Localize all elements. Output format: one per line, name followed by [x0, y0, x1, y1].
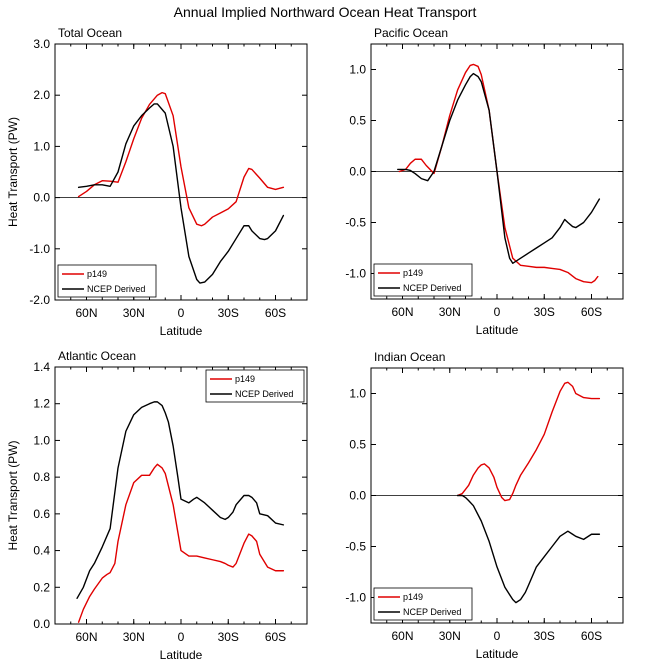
legend-box [373, 263, 473, 297]
panel-title: Indian Ocean [374, 350, 445, 364]
x-axis-label: Latitude [160, 648, 203, 662]
x-tick-label: 30N [123, 630, 145, 644]
legend-label: p149 [403, 268, 423, 278]
x-axis-label: Latitude [160, 324, 203, 338]
y-tick-label: 0.6 [33, 507, 50, 521]
x-tick-label: 60N [75, 306, 97, 320]
series-line-ncep-derived [397, 72, 601, 264]
x-tick-label: 30S [534, 629, 555, 643]
legend-box [205, 369, 305, 403]
series-line-p149 [456, 381, 601, 502]
x-axis-label: Latitude [476, 647, 519, 661]
legend-label: NCEP Derived [403, 283, 461, 293]
y-tick-label: 0.0 [349, 489, 366, 503]
chart-panels: Total Ocean 60N 30N 0 30S 60S -2.0 -1.0 0.0 1.0 2.… [6, 26, 624, 662]
x-tick-label: 0 [178, 630, 185, 644]
y-tick-label: 2.0 [33, 88, 50, 102]
series-line-p149 [77, 91, 285, 227]
y-tick-label: 0.2 [33, 580, 50, 594]
y-tick-label: 1.0 [33, 139, 50, 153]
y-tick-label: 0.0 [33, 617, 50, 631]
x-tick-label: 60S [581, 629, 602, 643]
series-line-ncep-derived [76, 401, 285, 599]
legend: p149 NCEP Derived [373, 263, 473, 297]
x-tick-label: 0 [494, 305, 501, 319]
series-line-p149 [77, 463, 285, 623]
x-tick-label: 60N [391, 629, 413, 643]
x-tick-label: 0 [494, 629, 501, 643]
panel-title: Atlantic Ocean [58, 349, 136, 363]
chart-panel-1: Total Ocean 60N 30N 0 30S 60S -2.0 -1.0 0.0 1.0 2.… [6, 26, 308, 338]
plot-frame [54, 43, 308, 301]
x-tick-label: 60S [581, 305, 602, 319]
y-tick-label: 1.0 [349, 387, 366, 401]
legend-box [57, 264, 157, 298]
y-tick-label: -1.0 [345, 267, 366, 281]
chart-panel-2: Pacific Ocean 60N 30N 0 30S 60S -1.0 -0.5 0.0 0.5… [345, 26, 624, 337]
legend: p149 NCEP Derived [205, 369, 305, 403]
y-tick-label: -2.0 [29, 293, 50, 307]
legend-label: p149 [235, 374, 255, 384]
y-tick-label: -0.5 [345, 540, 366, 554]
y-axis-label: Heat Transport (PW) [6, 117, 20, 227]
series-line-ncep-derived [77, 103, 285, 284]
y-tick-label: 1.4 [33, 360, 50, 374]
figure-title: Annual Implied Northward Ocean Heat Tran… [174, 4, 477, 20]
y-tick-label: 0.5 [349, 114, 366, 128]
y-tick-label: -1.0 [29, 242, 50, 256]
legend-box [373, 587, 473, 621]
y-tick-label: -0.5 [345, 216, 366, 230]
x-tick-label: 30S [534, 305, 555, 319]
y-tick-label: 0.4 [33, 544, 50, 558]
x-tick-label: 60N [391, 305, 413, 319]
series-line-p149 [398, 63, 599, 284]
legend-label: NCEP Derived [235, 389, 293, 399]
y-tick-label: 1.0 [349, 63, 366, 77]
y-tick-label: 0.0 [349, 165, 366, 179]
legend-label: NCEP Derived [87, 284, 145, 294]
x-tick-label: 30N [439, 305, 461, 319]
x-tick-label: 30N [439, 629, 461, 643]
legend-label: NCEP Derived [403, 607, 461, 617]
y-tick-label: 0.0 [33, 191, 50, 205]
x-tick-label: 60S [265, 630, 286, 644]
x-tick-label: 30S [218, 306, 239, 320]
x-tick-label: 0 [178, 306, 185, 320]
chart-panel-3: Atlantic Ocean 60N 30N 0 30S 60S 0.0 0.2 0.4 0.6 0… [6, 349, 308, 662]
y-tick-label: 1.0 [33, 433, 50, 447]
y-tick-label: -1.0 [345, 591, 366, 605]
panel-title: Total Ocean [58, 26, 122, 40]
x-tick-label: 60S [265, 306, 286, 320]
legend: p149 NCEP Derived [57, 264, 157, 298]
y-tick-label: 1.2 [33, 397, 50, 411]
legend-label: p149 [403, 592, 423, 602]
y-tick-label: 0.8 [33, 470, 50, 484]
series-line-ncep-derived [456, 494, 601, 604]
x-tick-label: 60N [75, 630, 97, 644]
legend-label: p149 [87, 269, 107, 279]
y-axis-label: Heat Transport (PW) [6, 440, 20, 550]
panel-title: Pacific Ocean [374, 26, 448, 40]
y-tick-label: 0.5 [349, 438, 366, 452]
y-tick-label: 3.0 [33, 37, 50, 51]
chart-panel-4: Indian Ocean 60N 30N 0 30S 60S -1.0 -0.5 0.0 0.5 1… [345, 350, 624, 661]
legend: p149 NCEP Derived [373, 587, 473, 621]
x-tick-label: 30N [123, 306, 145, 320]
x-tick-label: 30S [218, 630, 239, 644]
x-axis-label: Latitude [476, 323, 519, 337]
